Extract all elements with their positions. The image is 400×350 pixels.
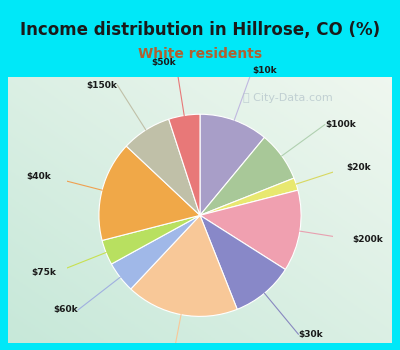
Wedge shape (200, 190, 301, 270)
Text: $30k: $30k (298, 330, 323, 339)
Text: Income distribution in Hillrose, CO (%): Income distribution in Hillrose, CO (%) (20, 21, 380, 39)
Text: $60k: $60k (54, 306, 78, 314)
Wedge shape (131, 215, 237, 316)
Wedge shape (112, 215, 200, 289)
Wedge shape (200, 178, 298, 215)
Text: ⓘ City-Data.com: ⓘ City-Data.com (243, 93, 333, 103)
Wedge shape (200, 114, 264, 215)
Text: $150k: $150k (86, 80, 117, 90)
Text: $50k: $50k (151, 58, 176, 68)
Text: White residents: White residents (138, 47, 262, 61)
Text: $75k: $75k (32, 268, 56, 276)
Wedge shape (126, 119, 200, 215)
Text: $100k: $100k (325, 120, 356, 129)
Text: $20k: $20k (347, 163, 371, 172)
Wedge shape (200, 215, 285, 309)
Wedge shape (169, 114, 200, 215)
Text: $40k: $40k (26, 173, 50, 181)
Text: $200k: $200k (352, 235, 383, 244)
Wedge shape (200, 138, 294, 215)
Text: $10k: $10k (252, 66, 277, 75)
Wedge shape (102, 215, 200, 264)
Wedge shape (99, 146, 200, 240)
